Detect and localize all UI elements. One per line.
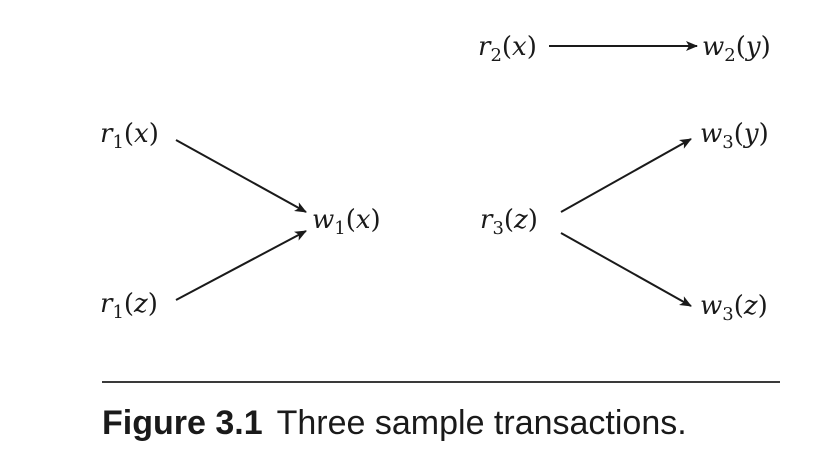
node-r1-x: r1(x) — [100, 119, 159, 153]
caption-divider — [102, 381, 780, 383]
figure-caption-text: Three sample transactions. — [276, 404, 687, 442]
edge-r3z-to-w3y — [560, 138, 692, 213]
node-w3-y: w3(y) — [700, 119, 769, 153]
figure-label: Figure 3.1 — [102, 404, 263, 442]
edge-r1x-to-w1x — [175, 139, 307, 213]
node-r1-z: r1(z) — [100, 289, 158, 323]
figure-caption: Figure 3.1 Three sample transactions. — [102, 404, 687, 443]
node-w1-x: w1(x) — [312, 205, 381, 239]
edge-r3z-to-w3z — [560, 232, 692, 307]
node-r3-z: r3(z) — [480, 205, 538, 239]
node-w2-y: w2(y) — [702, 32, 771, 66]
node-w3-z: w3(z) — [700, 291, 768, 325]
transaction-diagram: r1(x) r1(z) w1(x) r2(x) w2(y) r3(z) w3(y… — [100, 32, 771, 325]
node-r2-x: r2(x) — [478, 32, 537, 66]
edge-r1z-to-w1x — [175, 230, 307, 301]
